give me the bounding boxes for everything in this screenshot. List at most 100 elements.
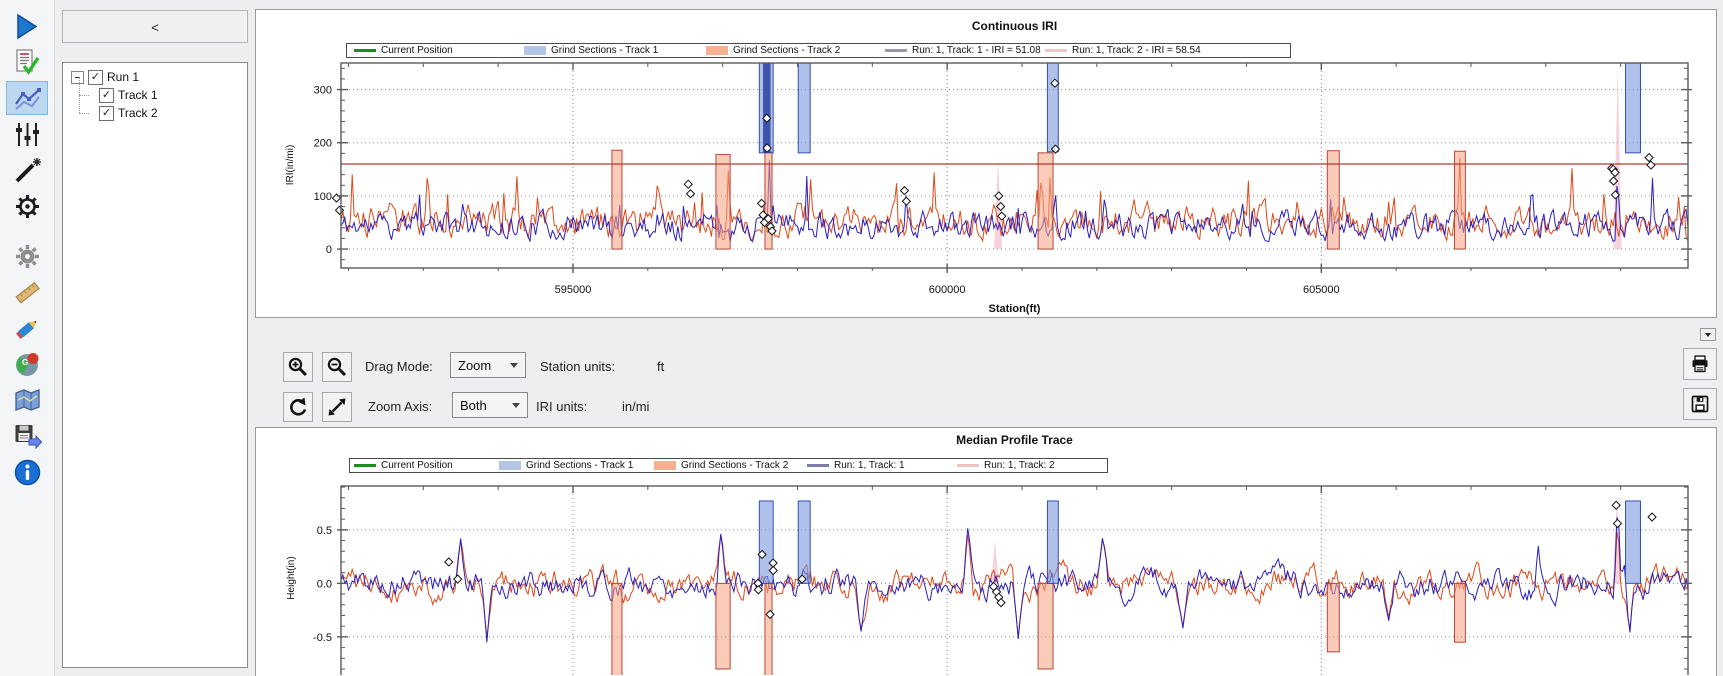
legend-swatch — [524, 46, 546, 55]
legend-label: Grind Sections - Track 1 — [526, 460, 634, 471]
zoom-out-button[interactable] — [322, 352, 352, 382]
grind-section-core — [763, 63, 771, 153]
legend-label: Grind Sections - Track 2 — [733, 45, 841, 56]
axis-ticks — [337, 486, 1692, 670]
legend-swatch — [354, 464, 376, 467]
svg-text:-0.5: -0.5 — [313, 632, 332, 644]
tree-item-label: Run 1 — [107, 70, 140, 84]
web-globe-button[interactable]: G — [6, 347, 48, 381]
web-globe-icon: G — [15, 352, 38, 376]
expand-diagonal-icon — [328, 398, 346, 416]
fit-extents-button[interactable] — [322, 392, 352, 422]
adjust-sliders-button[interactable] — [6, 117, 48, 151]
legend-item-grind-sections: Grind Sections - Track 2 — [654, 460, 807, 471]
plot-border — [340, 62, 1689, 269]
annotate-pencil-button[interactable] — [6, 311, 48, 345]
info-button[interactable] — [6, 455, 48, 489]
gridlines — [341, 63, 1688, 268]
settings-gear-button[interactable] — [6, 189, 48, 223]
legend-label: Run: 1, Track: 2 - IRI = 58.54 — [1072, 45, 1201, 56]
legend-swatch — [706, 46, 728, 55]
chevron-down-icon — [1705, 332, 1711, 337]
profile-chart-button[interactable] — [6, 81, 48, 115]
checkbox-track-1[interactable]: ✓ — [99, 87, 114, 103]
iri-chart-title: Continuous IRI — [971, 19, 1058, 33]
processing-gear-button[interactable] — [6, 239, 48, 273]
report-check-button[interactable] — [6, 45, 48, 79]
legend-label: Run: 1, Track: 2 — [984, 460, 1055, 471]
legend-label: Grind Sections - Track 2 — [681, 460, 789, 471]
run-tree: ✓ Run 1 ✓ Track 1 ✓ Track 2 — [62, 62, 248, 668]
legend-label: Current Position — [381, 460, 453, 471]
legend-item-current-position: Current Position — [354, 460, 499, 471]
legend-swatch — [957, 464, 979, 467]
zoom-axis-select[interactable]: Both — [452, 392, 528, 418]
series-run-1-track-2 — [340, 157, 1689, 243]
save-floppy-icon — [1691, 395, 1709, 413]
legend-item-run-1-track-1: Run: 1, Track: 1 — [807, 460, 957, 471]
legend-swatch — [885, 49, 907, 52]
tree-item-label: Track 2 — [118, 106, 158, 120]
svg-text:0.0: 0.0 — [317, 578, 332, 590]
y-axis-title: Height(in) — [286, 556, 297, 599]
play-button[interactable] — [6, 9, 48, 43]
zoom-out-icon — [327, 357, 347, 377]
profile-chart-plot[interactable]: 0.5 0.0 -0.5 Height(in) — [256, 428, 1716, 675]
y-axis-title: IRI(in/mi) — [285, 145, 296, 186]
chevron-down-icon — [512, 402, 520, 408]
play-icon — [16, 13, 37, 39]
settings-gear-icon — [15, 194, 39, 218]
zoom-in-button[interactable] — [283, 352, 313, 382]
legend-item-grind-sections: Grind Sections - Track 2 — [706, 45, 885, 56]
station-units-label: Station units: — [540, 359, 616, 374]
magic-wand-button[interactable] — [6, 153, 48, 187]
profile-chart-panel: Median Profile Trace Current Position Gri… — [255, 427, 1717, 676]
print-button[interactable] — [1683, 348, 1717, 380]
grind-sections-track2 — [611, 582, 1466, 675]
drag-mode-select[interactable]: Zoom — [450, 352, 526, 378]
printer-icon — [1692, 355, 1708, 373]
grind-sections-track1 — [758, 62, 1641, 154]
reset-zoom-button[interactable] — [283, 392, 313, 422]
map-button[interactable] — [6, 383, 48, 417]
zoom-in-icon — [288, 357, 308, 377]
checkbox-track-2[interactable]: ✓ — [99, 105, 114, 121]
svg-text:595000: 595000 — [555, 284, 592, 296]
axis-labels: 0.5 0.0 -0.5 — [313, 525, 332, 644]
svg-text:605000: 605000 — [1303, 284, 1340, 296]
gridlines — [341, 486, 1688, 675]
measure-ruler-button[interactable] — [6, 275, 48, 309]
legend-label: Run: 1, Track: 1 — [834, 460, 905, 471]
iri-units-label: IRI units: — [536, 399, 588, 414]
adjust-sliders-icon — [15, 122, 39, 146]
svg-text:300: 300 — [314, 85, 332, 97]
tree-item-track-2[interactable]: ✓ Track 2 — [67, 95, 243, 122]
checkbox-run-1[interactable]: ✓ — [88, 69, 103, 85]
grind-sections-track2 — [611, 149, 1466, 250]
legend-label: Grind Sections - Track 1 — [551, 45, 659, 56]
extreme-spikes — [991, 497, 1621, 584]
iri-chart-panel: Continuous IRI Current Position Grind Sec… — [255, 9, 1717, 318]
iri-chart-legend: Current Position Grind Sections - Track 1… — [346, 43, 1291, 58]
legend-swatch — [654, 461, 676, 470]
legend-swatch — [807, 464, 829, 467]
iri-chart-plot[interactable]: 0 100 200 300 595000 600000 605000 Station(ft) I… — [256, 10, 1716, 317]
export-save-button[interactable] — [6, 419, 48, 453]
series-lines — [340, 157, 1689, 243]
series-lines — [340, 517, 1689, 643]
collapse-node-icon[interactable] — [71, 70, 84, 84]
legend-swatch — [1045, 49, 1067, 52]
save-chart-button[interactable] — [1683, 388, 1717, 420]
magic-wand-icon — [15, 157, 41, 182]
event-markers — [444, 500, 1657, 620]
chart-options-dropdown-button[interactable] — [1700, 328, 1716, 341]
drag-mode-label: Drag Mode: — [365, 359, 433, 374]
export-save-icon — [15, 424, 42, 449]
svg-text:200: 200 — [314, 138, 332, 150]
tree-item-run-1[interactable]: ✓ Run 1 — [67, 68, 243, 86]
collapse-sidebar-button[interactable]: < — [62, 10, 248, 43]
series-run-1-track-1 — [340, 517, 1689, 643]
tree-item-track-1[interactable]: ✓ Track 1 — [67, 77, 243, 104]
x-axis-title: Station(ft) — [989, 303, 1041, 315]
